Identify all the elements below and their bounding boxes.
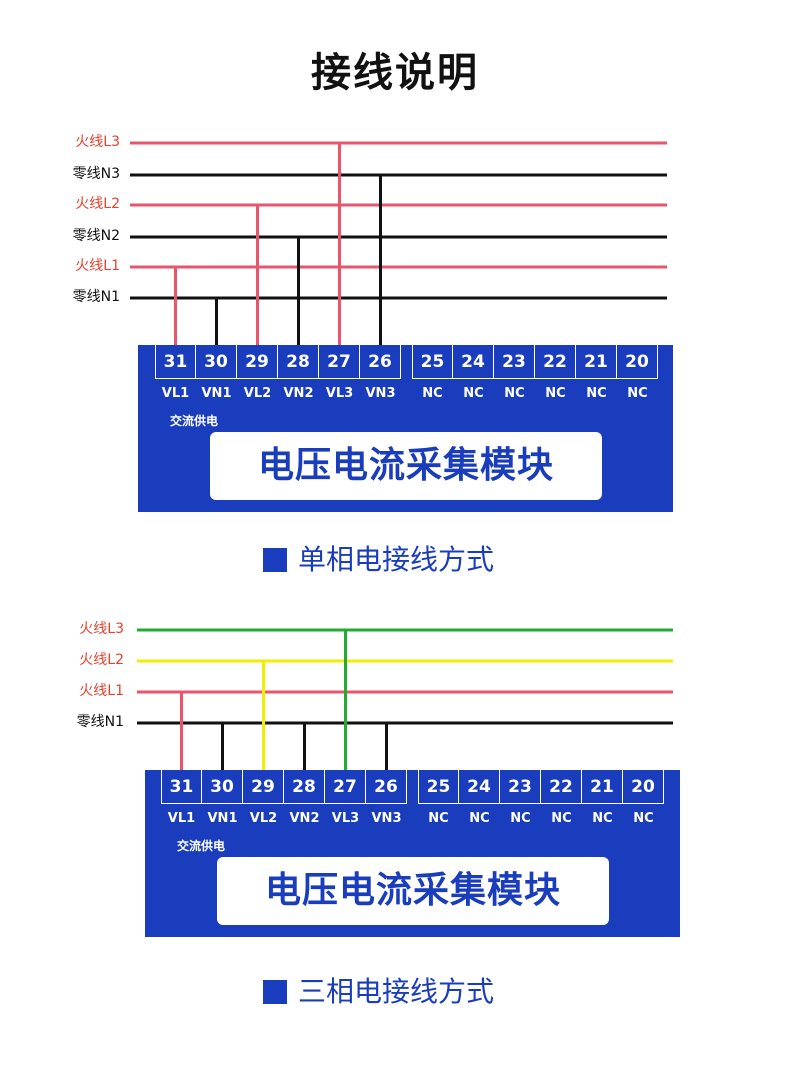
terminal-31: 31 — [155, 345, 196, 379]
wire-label: 火线L2 — [75, 196, 120, 212]
terminal-23: 23 — [494, 345, 535, 379]
wire-label: 火线L1 — [75, 258, 120, 274]
pin-label: VN3 — [371, 811, 402, 826]
pin-label: NC — [469, 811, 490, 826]
terminal-27: 27 — [319, 345, 360, 379]
module-name: 电压电流采集模块 — [217, 857, 609, 925]
module-name: 电压电流采集模块 — [210, 432, 602, 500]
pin-label: VL2 — [243, 386, 272, 401]
pin-label: NC — [592, 811, 613, 826]
wire-label: 零线N1 — [72, 289, 120, 305]
pin-label: VL1 — [167, 811, 196, 826]
pin-label: NC — [463, 386, 484, 401]
pin-label: NC — [586, 386, 607, 401]
pin-label: VL1 — [161, 386, 190, 401]
terminal-30: 30 — [196, 345, 237, 379]
wire-label: 火线L3 — [79, 621, 124, 637]
module-board: 31 VL1 30 VN1 29 VL2 28 VN2 27 VL3 26 VN3 25 NC 24 NC 23… — [145, 770, 680, 937]
supply-label: 交流供电 — [177, 839, 226, 853]
caption-text: 单相电接线方式 — [298, 543, 495, 576]
wire-label: 零线N1 — [76, 714, 124, 730]
terminal-26: 26 — [360, 345, 401, 379]
pin-label: VL2 — [249, 811, 278, 826]
square-bullet-icon — [263, 548, 287, 572]
terminal-20: 20 — [623, 770, 664, 804]
caption-text: 三相电接线方式 — [298, 975, 495, 1008]
wire-label: 零线N2 — [72, 228, 120, 244]
terminal-25: 25 — [418, 770, 459, 804]
terminal-30: 30 — [202, 770, 243, 804]
pin-label: VN2 — [289, 811, 320, 826]
page-title: 接线说明 — [311, 50, 479, 96]
terminal-31: 31 — [161, 770, 202, 804]
pin-label: VN3 — [365, 386, 396, 401]
pin-label: NC — [504, 386, 525, 401]
terminal-27: 27 — [325, 770, 366, 804]
pin-label: NC — [551, 811, 572, 826]
pin-label: VN1 — [207, 811, 238, 826]
terminal-24: 24 — [453, 345, 494, 379]
square-bullet-icon — [263, 980, 287, 1004]
pin-label: VN2 — [283, 386, 314, 401]
terminal-26: 26 — [366, 770, 407, 804]
module-board: 31 VL1 30 VN1 29 VL2 28 VN2 27 VL3 26 VN3 25 NC 24 NC 23… — [138, 345, 673, 512]
pin-label: NC — [510, 811, 531, 826]
pin-label: NC — [545, 386, 566, 401]
terminal-23: 23 — [500, 770, 541, 804]
terminal-29: 29 — [243, 770, 284, 804]
terminal-28: 28 — [278, 345, 319, 379]
terminal-28: 28 — [284, 770, 325, 804]
terminal-22: 22 — [535, 345, 576, 379]
terminal-21: 21 — [576, 345, 617, 379]
terminal-24: 24 — [459, 770, 500, 804]
terminal-21: 21 — [582, 770, 623, 804]
terminal-20: 20 — [617, 345, 658, 379]
wire-label: 零线N3 — [72, 166, 120, 182]
wire-label: 火线L3 — [75, 134, 120, 150]
supply-label: 交流供电 — [170, 414, 219, 428]
terminal-22: 22 — [541, 770, 582, 804]
wire-label: 火线L2 — [79, 652, 124, 668]
pin-label: VL3 — [325, 386, 354, 401]
pin-label: NC — [428, 811, 449, 826]
terminal-25: 25 — [412, 345, 453, 379]
wire-label: 火线L1 — [79, 683, 124, 699]
pin-label: NC — [633, 811, 654, 826]
pin-label: VL3 — [331, 811, 360, 826]
terminal-29: 29 — [237, 345, 278, 379]
pin-label: NC — [422, 386, 443, 401]
pin-label: NC — [627, 386, 648, 401]
pin-label: VN1 — [201, 386, 232, 401]
